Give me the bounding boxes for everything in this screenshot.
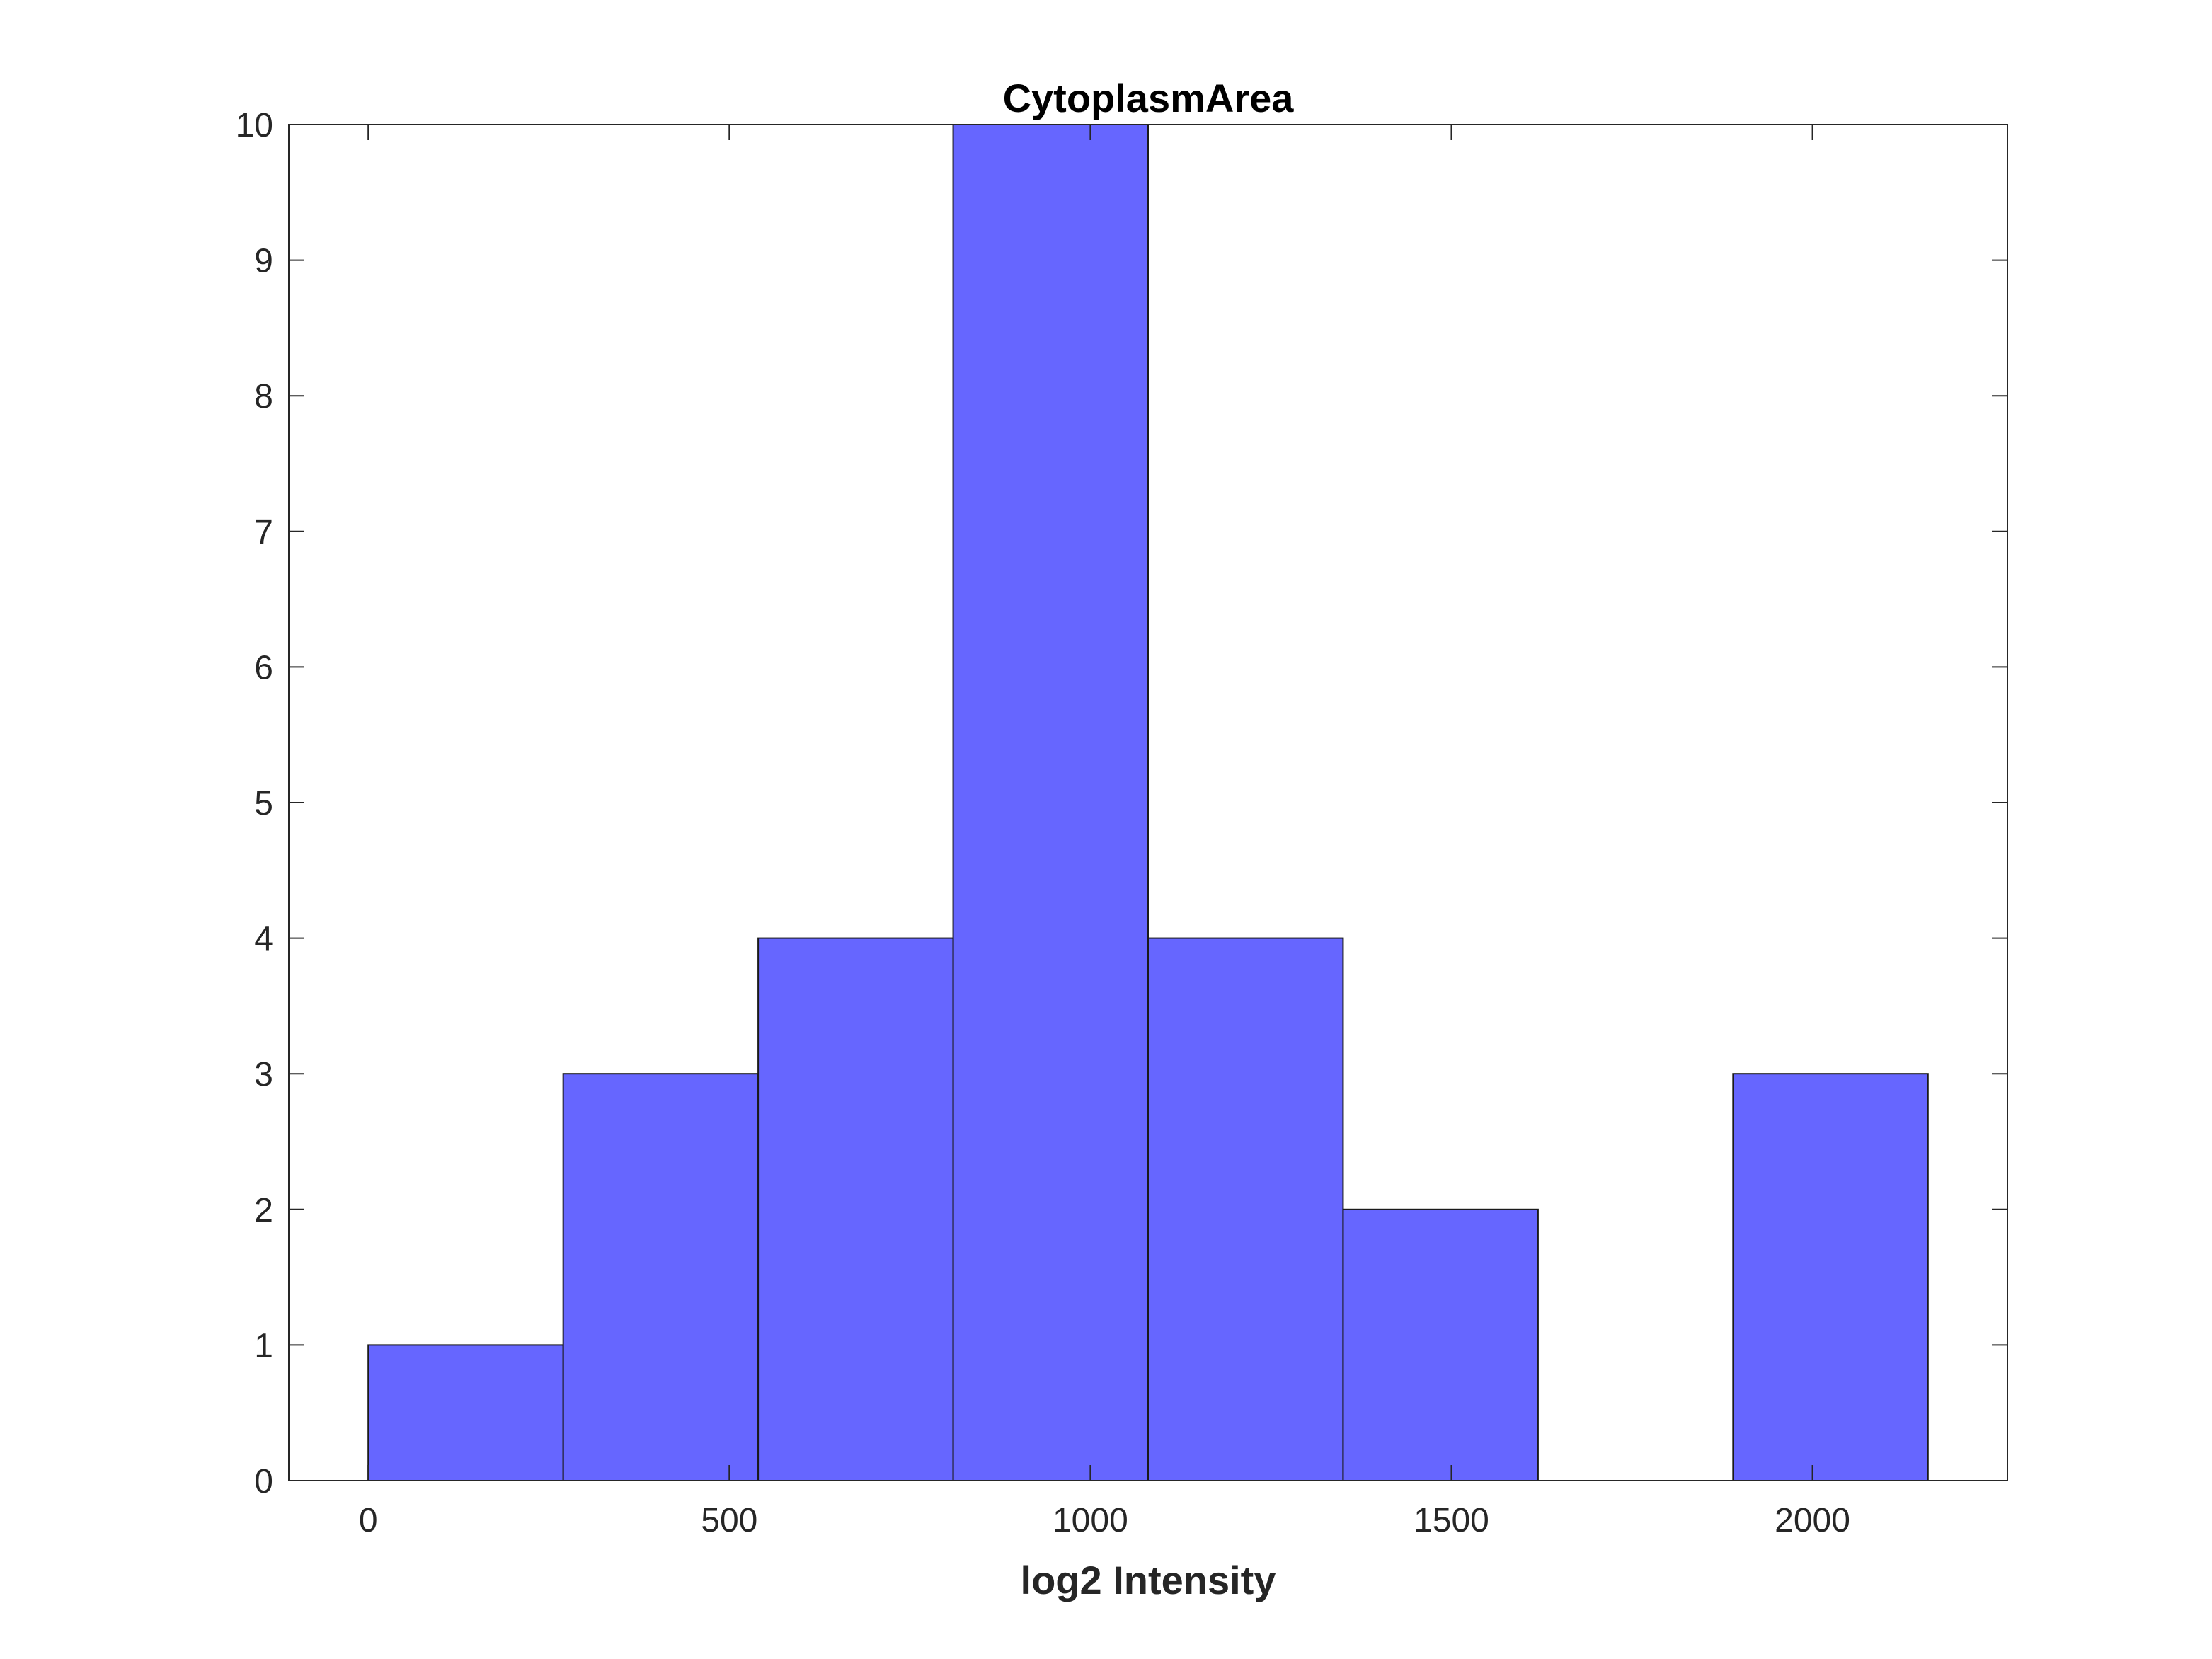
y-tick-label: 9 bbox=[254, 243, 273, 280]
histogram-bar bbox=[367, 1344, 564, 1482]
y-tick-label: 3 bbox=[254, 1056, 273, 1093]
y-tick-label: 7 bbox=[254, 514, 273, 551]
y-tick-label: 1 bbox=[254, 1327, 273, 1365]
y-tick-label: 6 bbox=[254, 649, 273, 687]
x-tick-label: 0 bbox=[359, 1502, 378, 1539]
histogram-bar bbox=[1147, 937, 1344, 1481]
histogram-bar bbox=[952, 124, 1149, 1481]
y-tick-label: 10 bbox=[236, 107, 273, 144]
histogram-bar bbox=[1342, 1208, 1539, 1482]
x-tick-label: 1000 bbox=[1053, 1502, 1128, 1539]
x-tick-label: 500 bbox=[701, 1502, 757, 1539]
y-tick-label: 8 bbox=[254, 378, 273, 415]
x-axis-label: log2 Intensity bbox=[1021, 1558, 1276, 1602]
bars-group bbox=[367, 124, 1929, 1482]
x-tick-label: 1500 bbox=[1414, 1502, 1489, 1539]
y-tick-label: 5 bbox=[254, 785, 273, 822]
histogram-bar bbox=[562, 1073, 760, 1481]
histogram-bar bbox=[1732, 1073, 1929, 1481]
y-tick-label: 4 bbox=[254, 921, 273, 958]
x-tick-label: 2000 bbox=[1775, 1502, 1850, 1539]
y-tick-label: 2 bbox=[254, 1192, 273, 1229]
axes-group: 0 500 1000 1500 2000 0 1 2 3 4 5 6 7 8 9 10 bbox=[236, 107, 2008, 1539]
chart-title: CytoplasmArea bbox=[1003, 76, 1295, 120]
histogram-bar bbox=[757, 937, 954, 1481]
y-tick-label: 0 bbox=[254, 1463, 273, 1500]
